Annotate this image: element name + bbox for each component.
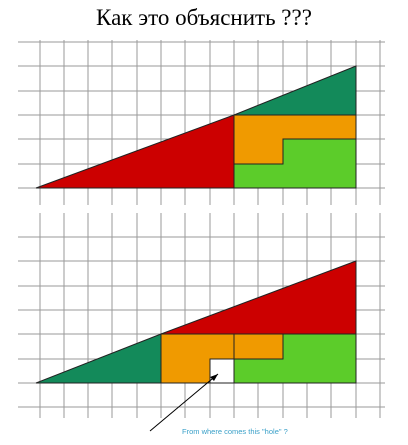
bottom-figure — [35, 260, 357, 384]
hole-pointer — [149, 373, 219, 432]
bottom-orange-piece-right — [233, 333, 284, 360]
hole-caption: From where comes this "hole" ? — [182, 427, 288, 436]
top-red-triangle — [35, 114, 235, 189]
top-light-green-piece — [233, 138, 357, 189]
top-figure — [35, 65, 357, 189]
page-title: Как это объяснить ??? — [96, 5, 312, 30]
